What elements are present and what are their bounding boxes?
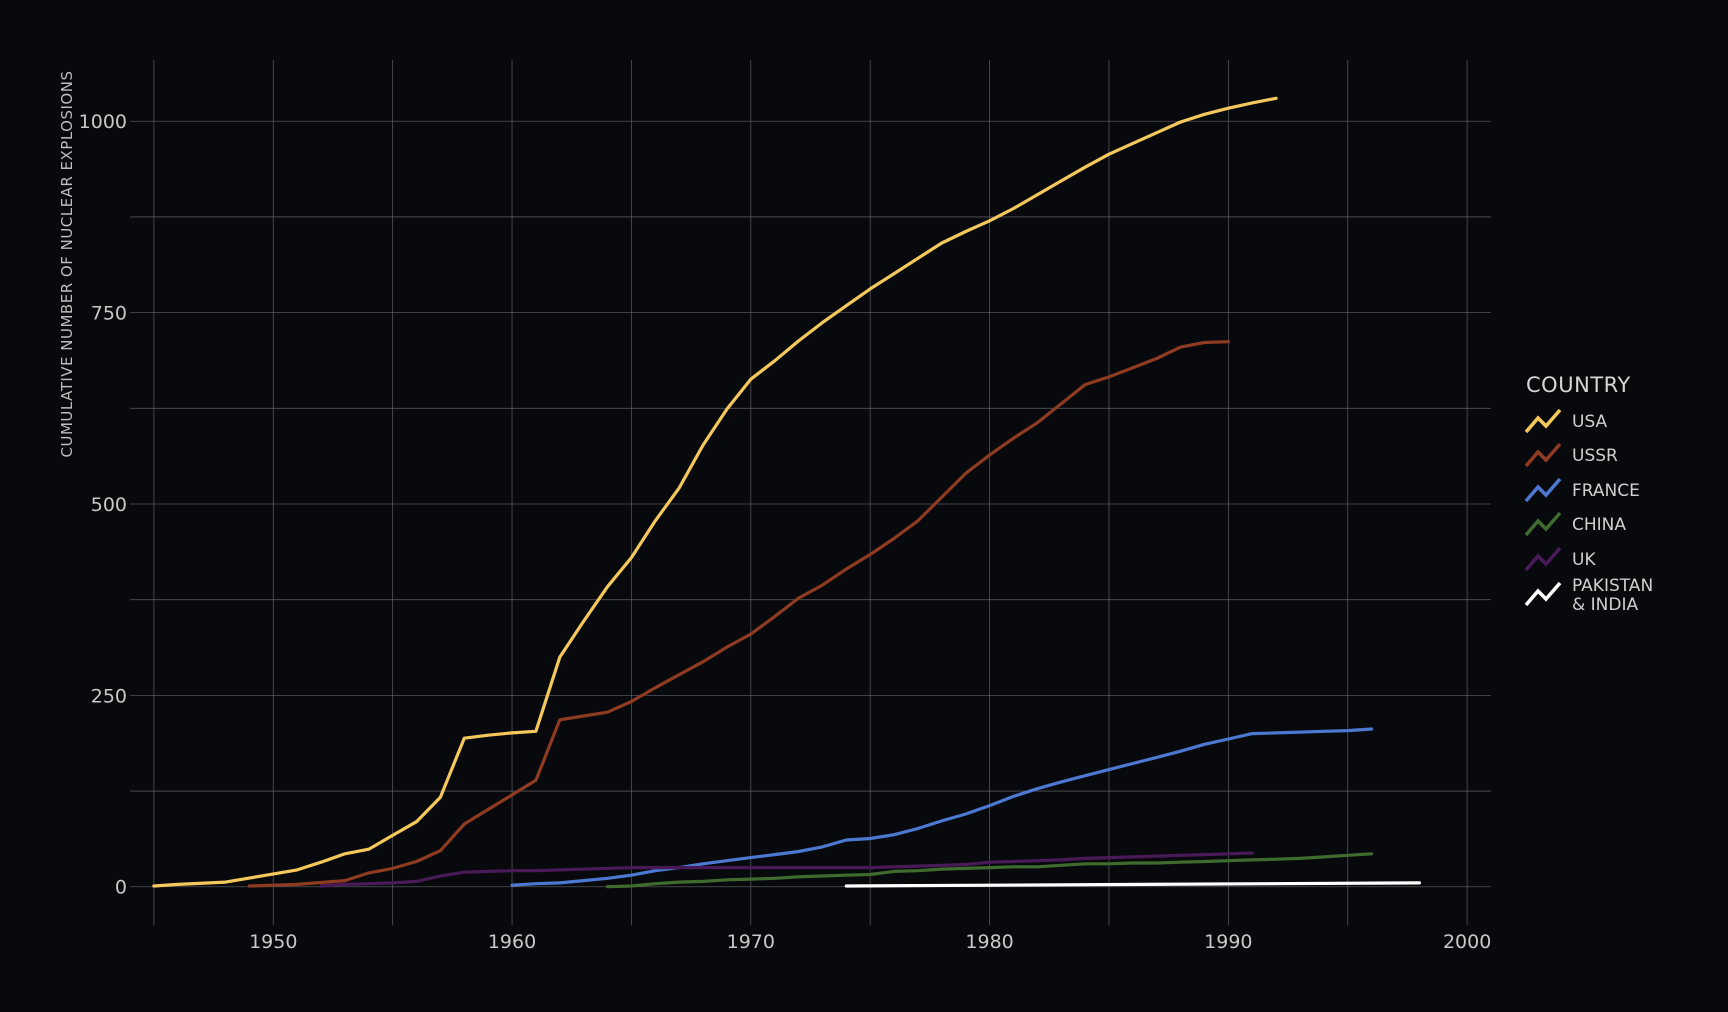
y-tick-label: 750 [91, 303, 127, 325]
legend-label-pakistan-india: & INDIA [1572, 595, 1638, 615]
series-line-ussr [247, 340, 1231, 888]
series-line-usa [152, 96, 1278, 888]
legend-label-pakistan-india: PAKISTAN [1572, 576, 1653, 596]
legend-label-usa: USA [1572, 412, 1608, 432]
x-tick-label: 1950 [249, 931, 297, 953]
y-tick-label: 0 [115, 877, 127, 899]
legend-key-uk [1524, 546, 1562, 572]
legend: COUNTRY USA USSR FRANCE CHINA UK PAKISTAN& IN… [1524, 373, 1653, 615]
legend-key-usa [1524, 408, 1562, 434]
x-tick-label: 1980 [965, 931, 1013, 953]
series-line-china [605, 852, 1374, 889]
grid-lines [130, 60, 1491, 925]
x-tick-label: 1990 [1204, 931, 1252, 953]
legend-key-ussr [1524, 442, 1562, 468]
series-line-uk [319, 851, 1254, 888]
series-line-pakistan-india [844, 881, 1422, 888]
y-tick-label: 1000 [79, 111, 127, 133]
y-axis-title: CUMULATIVE NUMBER OF NUCLEAR EXPLOSIONS [58, 71, 76, 458]
x-tick-label: 1970 [727, 931, 775, 953]
legend-key-france [1524, 477, 1562, 503]
legend-title: COUNTRY [1526, 373, 1631, 397]
legend-label-uk: UK [1572, 550, 1596, 570]
legend-key-pakistan-india [1524, 581, 1562, 607]
x-tick-label: 1960 [488, 931, 536, 953]
series-line-france [510, 727, 1374, 887]
legend-label-ussr: USSR [1572, 446, 1618, 466]
y-tick-label: 250 [91, 685, 127, 707]
x-tick-label: 2000 [1443, 931, 1491, 953]
legend-key-china [1524, 511, 1562, 537]
axes: CUMULATIVE NUMBER OF NUCLEAR EXPLOSIONS … [58, 71, 1491, 953]
series-lines [152, 96, 1422, 889]
legend-label-france: FRANCE [1572, 481, 1640, 501]
y-tick-label: 500 [91, 494, 127, 516]
legend-label-china: CHINA [1572, 515, 1626, 535]
